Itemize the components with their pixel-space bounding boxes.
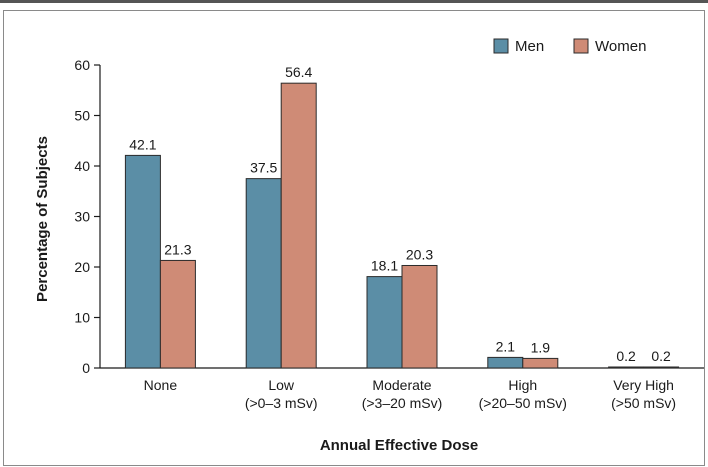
legend-swatch-women — [573, 38, 589, 54]
y-tick-label: 10 — [74, 310, 90, 326]
data-label: 56.4 — [285, 64, 312, 80]
x-tick-label: High (>20–50 mSv) — [479, 377, 567, 411]
data-label: 20.3 — [406, 246, 433, 262]
data-label: 2.1 — [496, 338, 516, 354]
chart-frame — [3, 10, 705, 466]
data-labels: 42.1 21.3 37.5 56.4 18.1 20.3 2.1 1.9 0.2 0.2 — [129, 64, 671, 364]
x-tick-label: None — [144, 377, 178, 393]
bar-men — [245, 178, 282, 369]
x-tick-label: Low (>0–3 mSv) — [245, 377, 318, 411]
bar-men — [124, 154, 161, 369]
data-label: 37.5 — [250, 160, 277, 176]
y-tick-label: 60 — [74, 57, 90, 73]
y-axis: 0 10 20 30 40 50 60 — [74, 57, 101, 376]
data-label: 42.1 — [129, 136, 156, 152]
y-tick-label: 20 — [74, 259, 90, 275]
bar-women — [522, 357, 559, 369]
x-tick-label: Very High (>50 mSv) — [611, 377, 676, 411]
x-axis-title: Annual Effective Dose — [320, 437, 478, 454]
legend-label-women: Women — [595, 38, 646, 55]
data-label: 21.3 — [164, 241, 191, 257]
bar-men — [487, 356, 524, 369]
x-axis: None Low (>0–3 mSv) Moderate (>3–20 mSv) High… — [100, 367, 704, 411]
legend: Men Women — [493, 38, 646, 55]
y-tick-label: 0 — [82, 360, 90, 376]
y-tick-label: 50 — [74, 108, 90, 124]
bar-men — [366, 276, 403, 369]
data-label: 1.9 — [531, 339, 551, 355]
y-axis-title: Percentage of Subjects — [34, 136, 51, 302]
legend-swatch-men — [493, 38, 509, 54]
data-label: 0.2 — [616, 348, 636, 364]
data-label: 18.1 — [371, 258, 398, 274]
bars — [124, 82, 680, 369]
x-tick-label: Moderate (>3–20 mSv) — [362, 377, 443, 411]
bar-men — [608, 366, 645, 369]
data-label: 0.2 — [651, 348, 671, 364]
y-tick-label: 40 — [74, 158, 90, 174]
bar-women — [643, 366, 680, 369]
bar-women — [280, 82, 317, 369]
legend-label-men: Men — [515, 38, 544, 55]
bar-women — [401, 264, 438, 369]
bar-women — [159, 259, 196, 369]
top-rule — [0, 0, 708, 3]
y-tick-label: 30 — [74, 209, 90, 225]
